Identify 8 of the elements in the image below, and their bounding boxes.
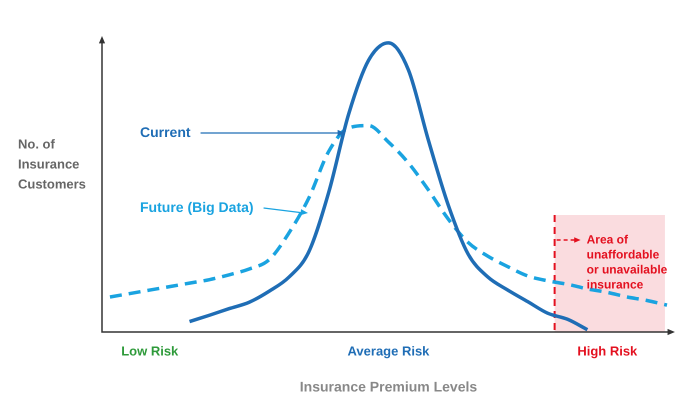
legend-label: Future (Big Data) [140, 198, 254, 215]
y-axis-title: No. of Insurance Customers [18, 136, 86, 192]
x-tick-label: Average Risk [348, 343, 430, 358]
x-axis-title: Insurance Premium Levels [300, 378, 478, 394]
x-tick-label: Low Risk [121, 343, 180, 358]
annotation: Area of unaffordable or unavailable insurance [586, 232, 668, 292]
x-tick-label: High Risk [577, 343, 638, 358]
text: Current [140, 124, 191, 140]
